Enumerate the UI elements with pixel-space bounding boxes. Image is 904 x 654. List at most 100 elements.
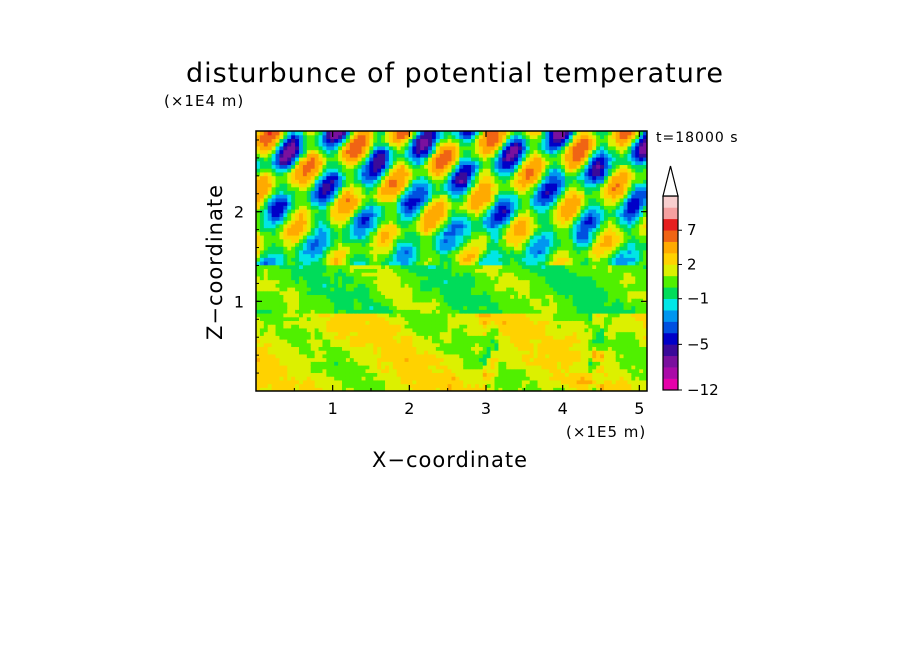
field-cell (373, 365, 378, 370)
field-cell (267, 361, 273, 366)
field-cell (275, 231, 281, 236)
field-cell (439, 157, 445, 162)
field-cell (287, 145, 292, 151)
field-cell (404, 220, 410, 225)
field-cell (474, 153, 480, 158)
field-cell (396, 142, 402, 147)
field-cell (486, 313, 492, 318)
field-cell (435, 205, 441, 210)
field-cell (318, 327, 324, 333)
field-cell (502, 205, 507, 210)
field-cell (345, 175, 351, 180)
field-cell (345, 368, 351, 374)
field-cell (424, 275, 429, 281)
field-cell (392, 298, 398, 303)
field-cell (353, 145, 359, 151)
field-cell (525, 194, 531, 199)
field-cell (392, 205, 398, 210)
field-cell (451, 353, 457, 359)
field-cell (377, 242, 382, 247)
field-cell (490, 171, 496, 177)
field-cell (529, 201, 535, 206)
field-cell (283, 346, 288, 351)
field-cell (392, 353, 398, 359)
field-cell (498, 264, 503, 270)
field-cell (279, 220, 284, 225)
field-cell (486, 275, 492, 281)
field-cell (326, 327, 331, 333)
field-cell (377, 157, 382, 162)
field-cell (314, 145, 320, 151)
field-cell (486, 183, 492, 188)
field-cell (428, 223, 433, 229)
field-cell (463, 134, 468, 140)
field-cell (271, 131, 277, 136)
field-cell (322, 242, 327, 247)
field-cell (502, 231, 507, 236)
field-cell (455, 205, 460, 210)
field-cell (451, 346, 457, 351)
field-cell (299, 242, 304, 247)
field-cell (400, 183, 406, 188)
field-cell (420, 246, 425, 251)
field-cell (263, 171, 269, 177)
field-cell (283, 186, 288, 192)
field-cell (385, 197, 390, 203)
field-cell (439, 142, 445, 147)
field-cell (361, 253, 367, 258)
field-cell (455, 142, 460, 147)
field-cell (334, 257, 339, 262)
field-cell (338, 316, 343, 322)
field-cell (388, 160, 394, 166)
field-cell (256, 194, 261, 199)
field-cell (295, 220, 300, 225)
field-cell (517, 145, 523, 151)
field-cell (283, 279, 288, 284)
field-cell (482, 253, 488, 258)
field-cell (263, 131, 269, 136)
field-cell (287, 216, 292, 221)
field-cell (295, 287, 300, 292)
field-cell (482, 294, 488, 299)
field-cell (275, 205, 281, 210)
field-cell (318, 138, 324, 143)
field-cell (330, 327, 335, 333)
field-cell (459, 231, 464, 236)
field-cell (467, 283, 472, 288)
field-cell (314, 235, 320, 240)
field-cell (385, 305, 390, 310)
field-cell (326, 324, 331, 329)
field-cell (310, 216, 316, 221)
field-cell (338, 275, 343, 281)
field-cell (510, 205, 515, 210)
field-cell (287, 171, 292, 177)
field-cell (439, 138, 445, 143)
field-cell (267, 324, 273, 329)
field-cell (478, 253, 484, 258)
field-cell (455, 164, 460, 169)
field-cell (428, 268, 433, 273)
field-cell (416, 264, 421, 270)
field-cell (400, 387, 406, 391)
field-cell (349, 194, 355, 199)
field-cell (283, 194, 288, 199)
field-cell (267, 153, 273, 158)
field-cell (502, 171, 507, 177)
field-cell (314, 279, 320, 284)
field-cell (279, 134, 284, 140)
field-cell (353, 327, 359, 333)
field-cell (447, 368, 453, 374)
field-cell (330, 246, 335, 251)
field-cell (443, 220, 449, 225)
field-cell (349, 357, 355, 362)
field-cell (451, 238, 457, 244)
field-cell (314, 357, 320, 362)
field-cell (299, 327, 304, 333)
field-cell (263, 309, 269, 314)
field-cell (459, 301, 464, 307)
field-cell (431, 216, 437, 221)
field-cell (514, 179, 519, 184)
field-cell (443, 145, 449, 151)
field-cell (310, 212, 316, 218)
field-cell (428, 379, 433, 385)
